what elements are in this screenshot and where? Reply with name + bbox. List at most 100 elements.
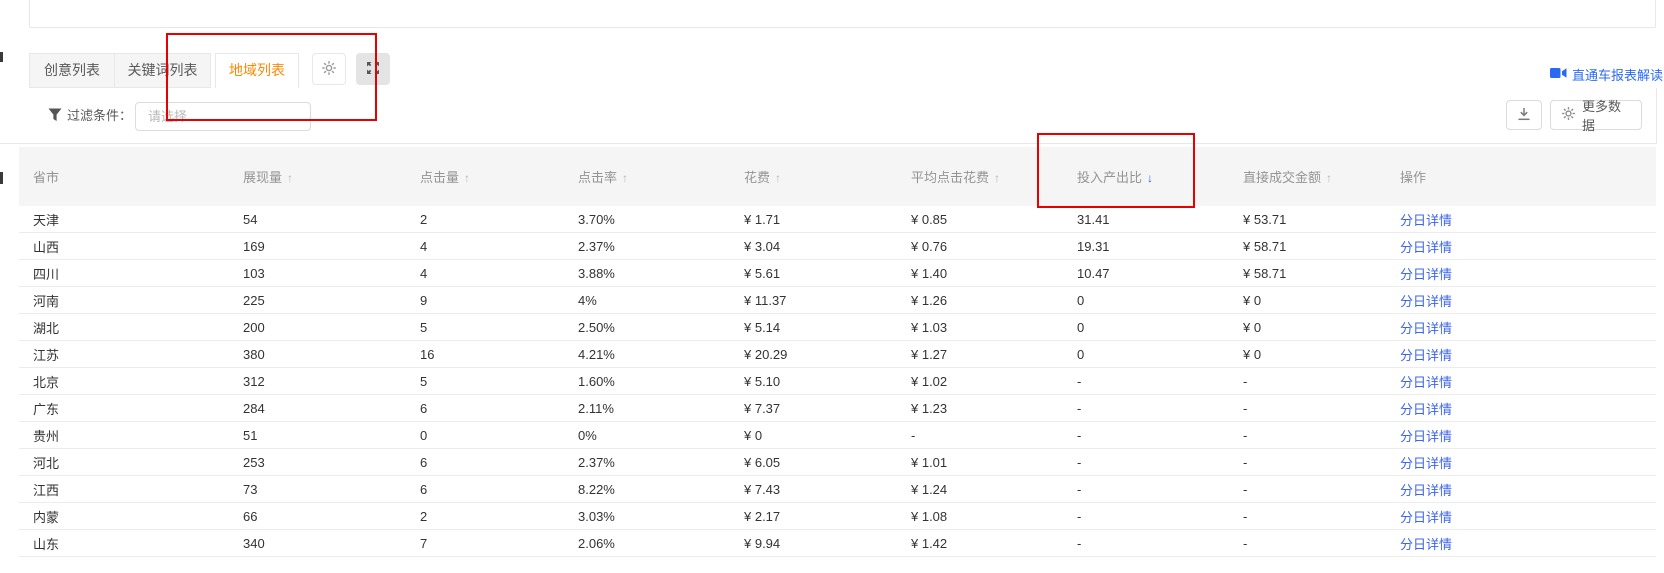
table-row: 湖北 200 5 2.50% ¥ 5.14 ¥ 1.03 0 ¥ 0 分日详情 — [19, 313, 1656, 341]
column-header-1: 省市 — [19, 147, 229, 206]
value-cell: 340 — [229, 529, 406, 557]
gear-icon — [1561, 106, 1576, 124]
daily-detail-link[interactable]: 分日详情 — [1400, 455, 1453, 471]
column-header-5[interactable]: 花费 ↑ — [730, 147, 897, 206]
value-cell: 19.31 — [1063, 232, 1229, 260]
chart-panel-remnant — [29, 0, 1656, 28]
value-cell: ¥ 1.27 — [897, 340, 1063, 368]
column-header-4[interactable]: 点击率 ↑ — [564, 147, 730, 206]
daily-detail-link[interactable]: 分日详情 — [1400, 374, 1453, 390]
daily-detail-link[interactable]: 分日详情 — [1400, 347, 1453, 363]
value-cell: - — [1229, 367, 1386, 395]
value-cell: - — [897, 421, 1063, 449]
column-header-6[interactable]: 平均点击花费 ↑ — [897, 147, 1063, 206]
column-header-8[interactable]: 直接成交金额 ↑ — [1229, 147, 1386, 206]
report-interpretation-link[interactable]: 直通车报表解读 — [1549, 65, 1663, 83]
value-cell: 1.60% — [564, 367, 730, 395]
daily-detail-link[interactable]: 分日详情 — [1400, 509, 1453, 525]
daily-detail-link[interactable]: 分日详情 — [1400, 401, 1453, 417]
download-icon — [1517, 107, 1531, 124]
action-cell: 分日详情 — [1386, 367, 1656, 395]
table-row: 山西 169 4 2.37% ¥ 3.04 ¥ 0.76 19.31 ¥ 58.71 分日详情 — [19, 232, 1656, 260]
region-data-table: 省市 展现量 ↑ 点击量 ↑ 点击率 ↑ 花费 ↑ 平均点击花费 ↑ 投入产出比 ↓ 直接成交金额 ↑ 操作 … — [19, 147, 1656, 557]
value-cell: - — [1229, 421, 1386, 449]
value-cell: - — [1229, 502, 1386, 530]
more-data-label: 更多数据 — [1582, 99, 1622, 133]
sort-asc-icon: ↑ — [622, 171, 629, 185]
value-cell: ¥ 1.01 — [897, 448, 1063, 476]
action-cell: 分日详情 — [1386, 448, 1656, 476]
daily-detail-link[interactable]: 分日详情 — [1400, 428, 1453, 444]
filter-label: 过滤条件： — [67, 108, 133, 123]
value-cell: ¥ 53.71 — [1229, 206, 1386, 233]
fullscreen-button[interactable] — [356, 53, 390, 85]
action-cell: 分日详情 — [1386, 529, 1656, 557]
daily-detail-link[interactable]: 分日详情 — [1400, 212, 1453, 228]
table-row: 四川 103 4 3.88% ¥ 5.61 ¥ 1.40 10.47 ¥ 58.71 分日详情 — [19, 259, 1656, 287]
more-data-button[interactable]: 更多数据 — [1550, 99, 1642, 133]
value-cell: 3.88% — [564, 259, 730, 287]
sort-asc-icon: ↑ — [287, 171, 294, 185]
value-cell: - — [1063, 394, 1229, 422]
value-cell: 2 — [406, 502, 564, 530]
value-cell: 5 — [406, 313, 564, 341]
value-cell: 169 — [229, 232, 406, 260]
tab-creative-list[interactable]: 创意列表 — [29, 53, 115, 88]
column-header-3[interactable]: 点击量 ↑ — [406, 147, 564, 206]
tab-keyword-list[interactable]: 关键词列表 — [114, 53, 211, 88]
action-cell: 分日详情 — [1386, 206, 1656, 233]
value-cell: - — [1063, 421, 1229, 449]
value-cell: ¥ 58.71 — [1229, 232, 1386, 260]
value-cell: ¥ 0 — [1229, 286, 1386, 314]
value-cell: ¥ 2.17 — [730, 502, 897, 530]
value-cell: ¥ 1.08 — [897, 502, 1063, 530]
report-link-label: 直通车报表解读 — [1571, 67, 1663, 83]
value-cell: ¥ 0.85 — [897, 206, 1063, 233]
table-header-row: 省市 展现量 ↑ 点击量 ↑ 点击率 ↑ 花费 ↑ 平均点击花费 ↑ 投入产出比 ↓ 直接成交金额 ↑ 操作 — [19, 147, 1656, 206]
value-cell: 8.22% — [564, 475, 730, 503]
download-button[interactable] — [1506, 100, 1542, 130]
daily-detail-link[interactable]: 分日详情 — [1400, 266, 1453, 282]
daily-detail-link[interactable]: 分日详情 — [1400, 536, 1453, 552]
province-cell: 贵州 — [19, 421, 229, 449]
value-cell: ¥ 0 — [730, 421, 897, 449]
sort-asc-icon: ↑ — [994, 171, 1001, 185]
table-row: 贵州 51 0 0% ¥ 0- - - 分日详情 — [19, 421, 1656, 449]
column-label: 投入产出比 — [1077, 170, 1143, 185]
value-cell: ¥ 0 — [1229, 340, 1386, 368]
value-cell: 3.03% — [564, 502, 730, 530]
filter-select-input[interactable] — [135, 102, 311, 131]
value-cell: ¥ 20.29 — [730, 340, 897, 368]
value-cell: - — [1063, 448, 1229, 476]
value-cell: 0% — [564, 421, 730, 449]
settings-button[interactable] — [312, 53, 346, 85]
value-cell: 6 — [406, 475, 564, 503]
daily-detail-link[interactable]: 分日详情 — [1400, 239, 1453, 255]
value-cell: 4.21% — [564, 340, 730, 368]
province-cell: 山东 — [19, 529, 229, 557]
daily-detail-link[interactable]: 分日详情 — [1400, 482, 1453, 498]
daily-detail-link[interactable]: 分日详情 — [1400, 320, 1453, 336]
value-cell: 380 — [229, 340, 406, 368]
table-row: 山东 340 7 2.06% ¥ 9.94 ¥ 1.42- - 分日详情 — [19, 529, 1656, 557]
action-cell: 分日详情 — [1386, 394, 1656, 422]
value-cell: ¥ 1.26 — [897, 286, 1063, 314]
tab-region-list[interactable]: 地域列表 — [215, 53, 299, 90]
value-cell: 0 — [406, 421, 564, 449]
province-cell: 北京 — [19, 367, 229, 395]
value-cell: 54 — [229, 206, 406, 233]
column-header-2[interactable]: 展现量 ↑ — [229, 147, 406, 206]
action-cell: 分日详情 — [1386, 232, 1656, 260]
action-cell: 分日详情 — [1386, 286, 1656, 314]
daily-detail-link[interactable]: 分日详情 — [1400, 293, 1453, 309]
value-cell: 0 — [1063, 286, 1229, 314]
value-cell: 253 — [229, 448, 406, 476]
value-cell: 0 — [1063, 313, 1229, 341]
value-cell: ¥ 0.76 — [897, 232, 1063, 260]
column-header-7[interactable]: 投入产出比 ↓ — [1063, 147, 1229, 206]
value-cell: 2.37% — [564, 232, 730, 260]
value-cell: 103 — [229, 259, 406, 287]
value-cell: - — [1063, 475, 1229, 503]
value-cell: 6 — [406, 448, 564, 476]
value-cell: ¥ 11.37 — [730, 286, 897, 314]
